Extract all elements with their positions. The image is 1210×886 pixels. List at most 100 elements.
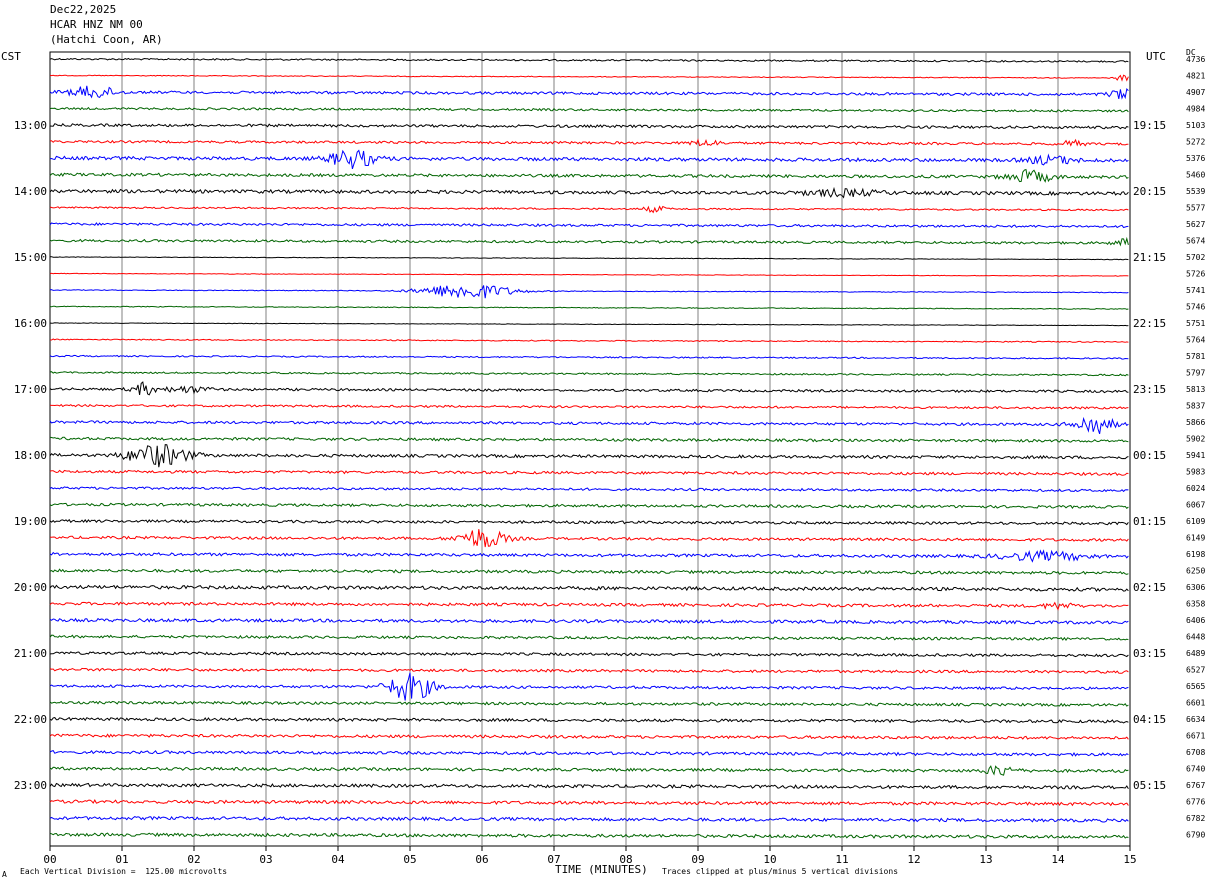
dc-offset-label: 5460 [1186,171,1205,180]
seismic-trace [49,529,1129,548]
clip-note: Traces clipped at plus/minus 5 vertical … [662,867,899,876]
dc-offset-label: 5741 [1186,286,1205,295]
seismic-trace [49,436,1129,443]
dc-offset-label: 4736 [1186,55,1205,64]
seismic-trace [49,236,1129,247]
left-hour-label: 19:00 [14,515,47,528]
left-hour-label: 15:00 [14,251,47,264]
right-hour-label: 05:15 [1133,779,1166,792]
left-hour-label: 13:00 [14,119,47,132]
left-timezone-label: CST [1,50,21,63]
seismic-trace [49,832,1129,839]
left-hour-label: 21:00 [14,647,47,660]
seismic-trace [49,518,1129,526]
right-timezone-label: UTC [1146,50,1166,63]
right-hour-label: 04:15 [1133,713,1166,726]
seismic-trace [49,256,1129,261]
dc-offset-label: 5941 [1186,451,1205,460]
seismic-trace [49,601,1129,611]
seismic-trace [49,634,1129,641]
dc-offset-label: 6067 [1186,501,1205,510]
seismic-trace [49,272,1129,277]
seismic-trace [49,416,1129,435]
left-hour-label: 20:00 [14,581,47,594]
seismic-trace [49,168,1129,183]
seismic-trace [49,186,1129,199]
x-tick-label: 12 [907,853,920,866]
seismic-trace [49,74,1129,82]
left-hour-label: 14:00 [14,185,47,198]
seismic-trace [49,149,1129,170]
seismic-trace [49,85,1129,100]
x-tick-label: 06 [475,853,488,866]
dc-offset-label: 4984 [1186,105,1205,114]
seismic-trace [49,617,1129,625]
seismic-trace [49,444,1129,468]
dc-offset-label: 6406 [1186,616,1205,625]
dc-offset-label: 5781 [1186,352,1205,361]
seismic-trace [49,322,1129,327]
right-hour-label: 22:15 [1133,317,1166,330]
dc-offset-label: 5272 [1186,138,1205,147]
right-hour-label: 03:15 [1133,647,1166,660]
seismic-trace [49,651,1129,658]
dc-offset-label: 4821 [1186,72,1205,81]
seismic-trace [49,123,1129,130]
plot-frame [49,51,1131,847]
seismic-trace [49,672,1129,701]
x-tick-label: 02 [187,853,200,866]
dc-offset-label: 5577 [1186,204,1205,213]
dc-offset-label: 5764 [1186,336,1205,345]
seismic-trace [49,305,1129,310]
dc-offset-label: 6448 [1186,633,1205,642]
right-hour-label: 19:15 [1133,119,1166,132]
dc-offset-label: 5866 [1186,418,1205,427]
x-tick-label: 03 [259,853,272,866]
x-tick-label: 01 [115,853,128,866]
dc-offset-label: 5797 [1186,369,1205,378]
seismic-trace [49,782,1129,790]
station-code: HCAR HNZ NM 00 [50,18,143,31]
dc-offset-label: 5751 [1186,319,1205,328]
dc-offset-label: 6109 [1186,517,1205,526]
seismic-trace [49,285,1129,299]
dc-offset-label: 5726 [1186,270,1205,279]
dc-offset-label: 5983 [1186,468,1205,477]
dc-offset-label: 6767 [1186,781,1205,790]
dc-offset-label: 6527 [1186,666,1205,675]
seismic-trace [49,502,1129,509]
dc-offset-label: 5376 [1186,154,1205,163]
seismic-trace [49,354,1129,360]
left-hour-label: 23:00 [14,779,47,792]
x-tick-label: 05 [403,853,416,866]
x-tick-label: 04 [331,853,345,866]
dc-offset-label: 6740 [1186,765,1205,774]
seismic-trace [49,549,1129,563]
dc-offset-label: 5902 [1186,435,1205,444]
seismic-trace [49,371,1129,377]
dc-offset-label: 6565 [1186,682,1205,691]
x-tick-label: 10 [763,853,776,866]
dc-offset-label: 6790 [1186,831,1205,840]
dc-offset-label: 5746 [1186,303,1205,312]
seismic-trace [49,403,1129,410]
right-hour-label: 20:15 [1133,185,1166,198]
dc-offset-label: 6198 [1186,550,1205,559]
seismic-trace [49,799,1129,807]
dc-offset-label: 6149 [1186,534,1205,543]
right-hour-label: 00:15 [1133,449,1166,462]
dc-offset-label: 6489 [1186,649,1205,658]
dc-offset-label: 5837 [1186,402,1205,411]
dc-offset-label: 6358 [1186,600,1205,609]
right-hour-label: 01:15 [1133,515,1166,528]
dc-offset-label: 6671 [1186,732,1205,741]
dc-offset-label: 6776 [1186,798,1205,807]
plot-date: Dec22,2025 [50,3,117,16]
seismic-trace [49,57,1129,63]
dc-offset-label: 6782 [1186,814,1205,823]
dc-offset-header: DC [1186,48,1196,57]
station-location: (Hatchi Coon, AR) [50,33,163,46]
dc-offset-label: 6708 [1186,748,1205,757]
seismic-trace [49,733,1129,740]
dc-offset-label: 5702 [1186,253,1205,262]
